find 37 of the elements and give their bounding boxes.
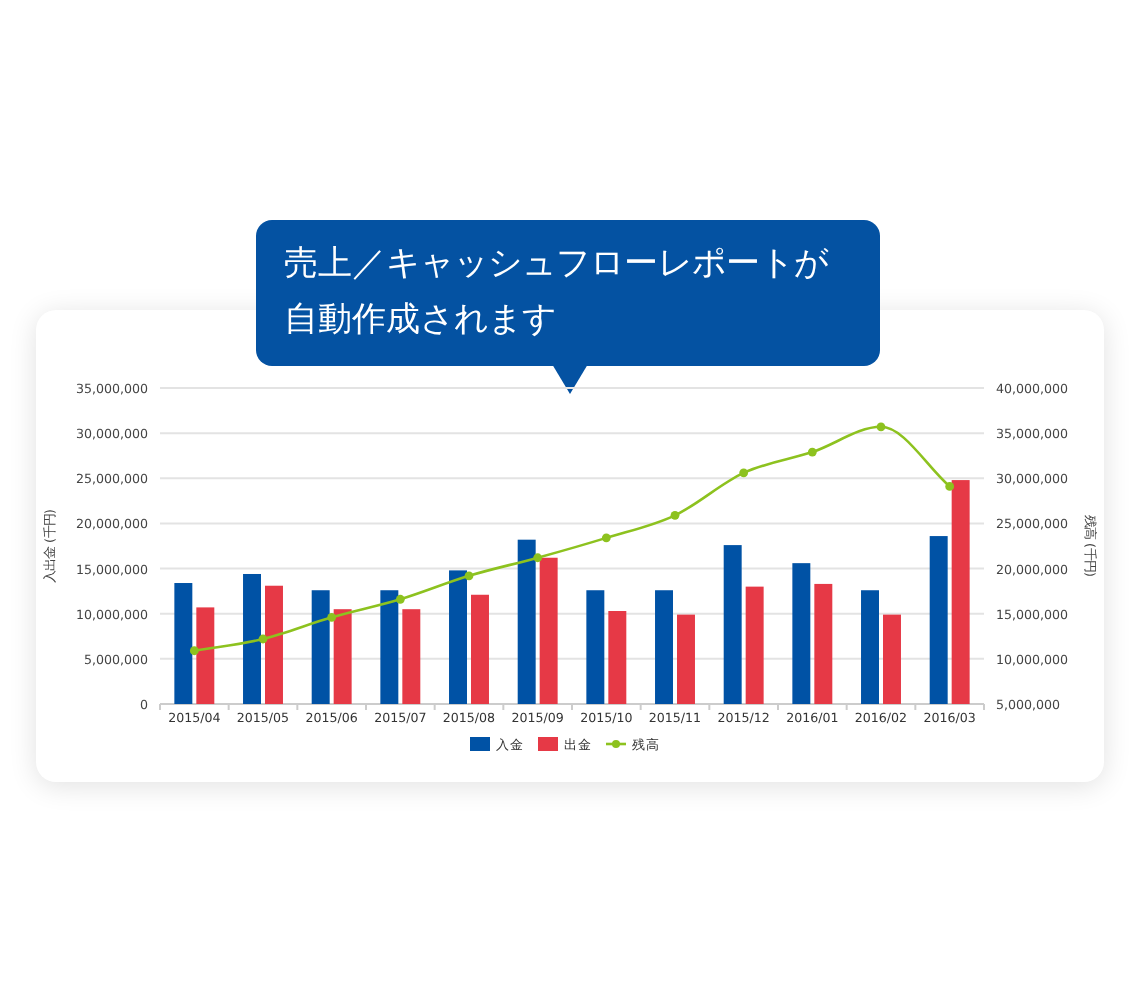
bar	[471, 594, 489, 704]
point	[395, 594, 405, 604]
point	[189, 646, 199, 656]
point	[464, 571, 474, 581]
bar	[861, 590, 879, 704]
point	[533, 553, 543, 563]
bar	[586, 590, 605, 704]
bar	[929, 536, 948, 704]
point	[258, 634, 268, 644]
point	[807, 447, 817, 457]
bar	[608, 611, 627, 704]
bar	[174, 583, 193, 704]
bar	[311, 590, 330, 704]
point	[945, 482, 955, 491]
bar	[883, 614, 901, 704]
point	[739, 468, 749, 478]
bar	[792, 563, 811, 704]
chart-title: 売上／キャッシュフローレポートが自動作成されます	[256, 220, 880, 366]
bar	[951, 480, 970, 704]
bar	[745, 586, 764, 704]
point	[876, 422, 886, 432]
bar	[196, 607, 215, 704]
bar	[814, 583, 833, 704]
bar	[517, 539, 536, 704]
point	[601, 533, 611, 543]
bar	[677, 614, 695, 704]
bar	[723, 545, 742, 704]
point	[670, 510, 680, 520]
bar	[333, 609, 352, 704]
bar	[402, 609, 421, 704]
bar	[380, 590, 399, 704]
point	[327, 612, 337, 622]
bar	[449, 570, 467, 704]
bar	[243, 573, 261, 704]
bar	[265, 585, 283, 704]
bar	[539, 557, 558, 704]
bar	[655, 590, 673, 704]
